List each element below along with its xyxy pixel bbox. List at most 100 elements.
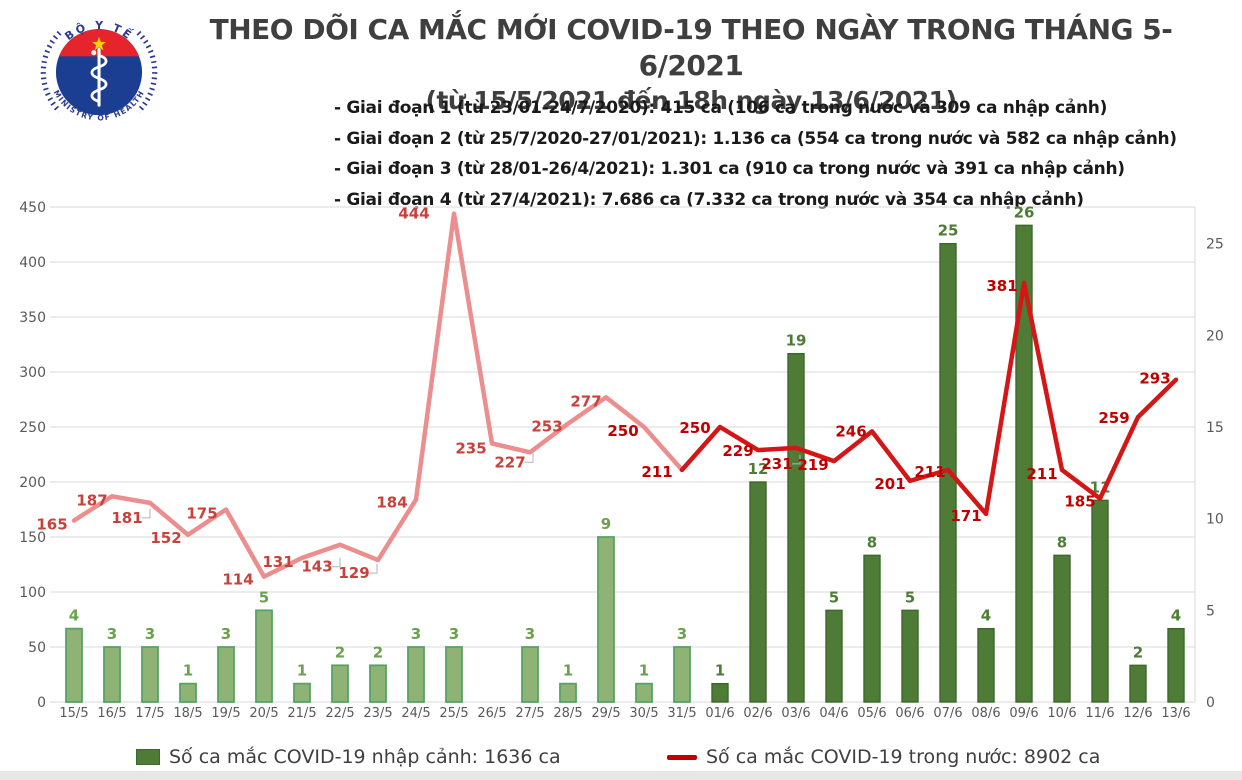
x-axis-label: 15/5 bbox=[59, 706, 88, 721]
x-axis-label: 05/6 bbox=[857, 706, 886, 721]
x-axis-label: 13/6 bbox=[1161, 706, 1190, 721]
x-axis-label: 24/5 bbox=[401, 706, 430, 721]
bar-22/5 bbox=[331, 664, 349, 703]
bar-label: 12 bbox=[748, 460, 769, 478]
bar-10/6 bbox=[1053, 554, 1071, 703]
x-axis-label: 09/6 bbox=[1009, 706, 1038, 721]
period-line-4: - Giai đoạn 4 (từ 27/4/2021): 7.686 ca (… bbox=[334, 189, 1084, 210]
label-leader-line bbox=[332, 557, 341, 568]
bar-18/5 bbox=[179, 682, 197, 703]
line-point-label: 277 bbox=[570, 392, 601, 410]
period-line-3: - Giai đoạn 3 (từ 28/01-26/4/2021): 1.30… bbox=[334, 159, 1125, 179]
bar-label: 1 bbox=[639, 662, 649, 680]
bar-12/6 bbox=[1129, 664, 1147, 703]
bar-label: 2 bbox=[335, 643, 345, 661]
x-axis-label: 31/5 bbox=[667, 706, 696, 721]
bar-label: 19 bbox=[786, 332, 807, 350]
bar-label: 25 bbox=[938, 222, 959, 240]
bar-09/6 bbox=[1015, 224, 1033, 703]
bar-label: 26 bbox=[1014, 203, 1035, 221]
x-axis-label: 19/5 bbox=[211, 706, 240, 721]
left-axis-tick-label: 150 bbox=[19, 530, 46, 546]
line-point-label: 235 bbox=[455, 440, 486, 458]
legend-bar-swatch-icon bbox=[136, 749, 160, 765]
bar-29/5 bbox=[597, 536, 615, 703]
bar-30/5 bbox=[635, 682, 653, 703]
line-point-label: 250 bbox=[679, 419, 710, 437]
left-axis-tick-label: 300 bbox=[19, 365, 46, 381]
bar-01/6 bbox=[711, 682, 729, 703]
bar-label: 3 bbox=[145, 625, 155, 643]
bar-label: 4 bbox=[1171, 607, 1181, 625]
bar-label: 2 bbox=[1133, 643, 1143, 661]
right-axis-tick-label: 20 bbox=[1206, 328, 1224, 344]
chart-title-block: THEO DÕI CA MẮC MỚI COVID-19 THEO NGÀY T… bbox=[160, 12, 1222, 118]
logo-snake-head bbox=[91, 50, 97, 56]
bar-13/6 bbox=[1167, 627, 1185, 703]
bar-19/5 bbox=[217, 646, 235, 703]
period-line-2: - Giai đoạn 2 (từ 25/7/2020-27/01/2021):… bbox=[334, 128, 1177, 149]
x-axis-label: 20/5 bbox=[249, 706, 278, 721]
left-axis-tick-label: 50 bbox=[28, 640, 46, 656]
x-axis-label: 16/5 bbox=[97, 706, 126, 721]
x-axis-label: 17/5 bbox=[135, 706, 164, 721]
line-point-label: 211 bbox=[641, 463, 672, 481]
bar-02/6 bbox=[749, 481, 767, 703]
line-point-label: 171 bbox=[950, 507, 981, 525]
line-point-label: 293 bbox=[1139, 370, 1170, 388]
line-point-label: 181 bbox=[111, 509, 142, 527]
line-point-label: 211 bbox=[914, 463, 945, 481]
bar-25/5 bbox=[445, 646, 463, 703]
x-axis-label: 21/5 bbox=[287, 706, 316, 721]
line-point-label: 219 bbox=[797, 456, 828, 474]
x-axis-label: 26/5 bbox=[477, 706, 506, 721]
bar-label: 8 bbox=[867, 533, 877, 551]
bars-layer bbox=[65, 224, 1185, 703]
line-point-label: 444 bbox=[398, 205, 429, 223]
bar-04/6 bbox=[825, 609, 843, 703]
legend-imported-label: Số ca mắc COVID-19 nhập cảnh: 1636 ca bbox=[169, 746, 561, 768]
x-axis-label: 07/6 bbox=[933, 706, 962, 721]
x-axis-label: 27/5 bbox=[515, 706, 544, 721]
left-axis-tick-label: 400 bbox=[19, 255, 46, 271]
x-axis-label: 29/5 bbox=[591, 706, 620, 721]
right-axis-tick-label: 0 bbox=[1206, 695, 1215, 711]
line-series-june bbox=[679, 280, 1179, 517]
line-point-label: 381 bbox=[986, 277, 1017, 295]
line-point-label: 131 bbox=[262, 553, 293, 571]
bar-label: 8 bbox=[1057, 533, 1067, 551]
bar-05/6 bbox=[863, 554, 881, 703]
line-point-label: 187 bbox=[76, 491, 107, 509]
x-axis-label: 02/6 bbox=[743, 706, 772, 721]
left-axis-tick-label: 450 bbox=[19, 200, 46, 216]
label-leader-line bbox=[142, 508, 151, 519]
bottom-strip bbox=[0, 771, 1242, 780]
chart-title: THEO DÕI CA MẮC MỚI COVID-19 THEO NGÀY T… bbox=[209, 13, 1173, 82]
bar-label: 1 bbox=[715, 662, 725, 680]
legend-item-imported: Số ca mắc COVID-19 nhập cảnh: 1636 ca bbox=[136, 746, 561, 768]
left-axis-tick-label: 250 bbox=[19, 420, 46, 436]
legend-domestic-label: Số ca mắc COVID-19 trong nước: 8902 ca bbox=[706, 746, 1101, 768]
bar-label: 1 bbox=[563, 662, 573, 680]
bar-06/6 bbox=[901, 609, 919, 703]
bar-label: 3 bbox=[525, 625, 535, 643]
left-axis-tick-label: 350 bbox=[19, 310, 46, 326]
bar-16/5 bbox=[103, 646, 121, 703]
x-axis-label: 23/5 bbox=[363, 706, 392, 721]
line-series-may bbox=[71, 211, 685, 579]
bar-31/5 bbox=[673, 646, 691, 703]
line-point-label: 229 bbox=[722, 442, 753, 460]
legend-item-domestic: Số ca mắc COVID-19 trong nước: 8902 ca bbox=[667, 746, 1100, 768]
right-axis-tick-label: 5 bbox=[1206, 603, 1215, 619]
bar-label: 4 bbox=[981, 607, 991, 625]
bar-11/6 bbox=[1091, 499, 1109, 703]
logo-hatch-left bbox=[40, 30, 62, 114]
label-leader-line bbox=[525, 453, 534, 463]
line-point-label: 211 bbox=[1026, 465, 1057, 483]
left-axis-tick-label: 0 bbox=[37, 695, 46, 711]
x-axis-label: 11/6 bbox=[1085, 706, 1114, 721]
line-point-label: 152 bbox=[150, 529, 181, 547]
